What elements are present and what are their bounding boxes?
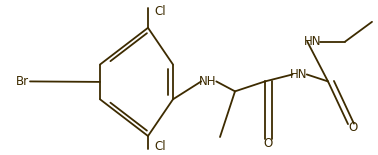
Text: HN: HN (304, 35, 322, 48)
Text: NH: NH (199, 75, 217, 88)
Text: Cl: Cl (154, 5, 166, 18)
Text: Br: Br (15, 75, 29, 88)
Text: O: O (263, 137, 273, 151)
Text: Cl: Cl (154, 140, 166, 153)
Text: HN: HN (290, 68, 308, 81)
Text: O: O (349, 121, 358, 134)
